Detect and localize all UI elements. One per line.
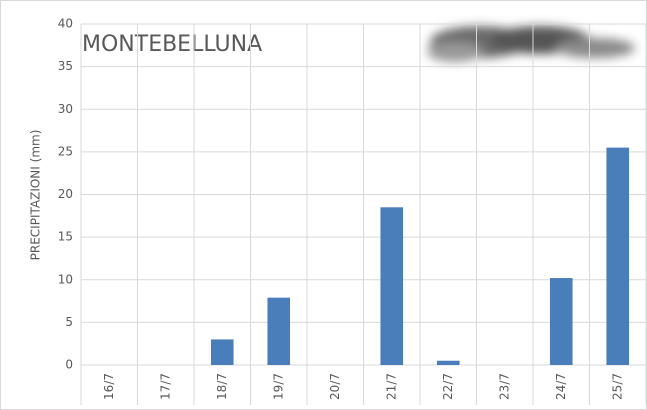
x-tick-label: 21/7 bbox=[384, 373, 398, 400]
y-tick-label: 15 bbox=[58, 230, 73, 244]
bar bbox=[436, 360, 460, 365]
x-tick-label: 24/7 bbox=[554, 373, 568, 400]
bar bbox=[606, 147, 630, 365]
chart-title: MONTEBELLUNA bbox=[82, 32, 262, 57]
x-tick-label: 16/7 bbox=[102, 373, 116, 400]
bar bbox=[267, 297, 291, 365]
y-tick-label: 35 bbox=[58, 59, 73, 73]
x-tick-label: 25/7 bbox=[610, 373, 624, 400]
x-tick-label: 22/7 bbox=[441, 373, 455, 400]
x-tick-label: 17/7 bbox=[158, 373, 172, 400]
y-tick-label: 10 bbox=[58, 272, 73, 286]
x-tick-label: 23/7 bbox=[497, 373, 511, 400]
x-tick-label: 18/7 bbox=[215, 373, 229, 400]
y-tick-label: 20 bbox=[58, 187, 73, 201]
y-tick-label: 30 bbox=[58, 102, 73, 116]
bar bbox=[210, 339, 234, 365]
bar bbox=[380, 207, 404, 365]
x-tick-label: 20/7 bbox=[328, 373, 342, 400]
bar bbox=[549, 278, 573, 365]
y-tick-label: 25 bbox=[58, 144, 73, 158]
cloud-image bbox=[427, 26, 635, 62]
y-tick-label: 5 bbox=[65, 315, 73, 329]
y-tick-label: 0 bbox=[65, 358, 73, 372]
x-tick-label: 19/7 bbox=[271, 373, 285, 400]
y-tick-label: 40 bbox=[58, 17, 73, 31]
y-axis-label: PRECIPITAZIONI (mm) bbox=[29, 130, 43, 261]
